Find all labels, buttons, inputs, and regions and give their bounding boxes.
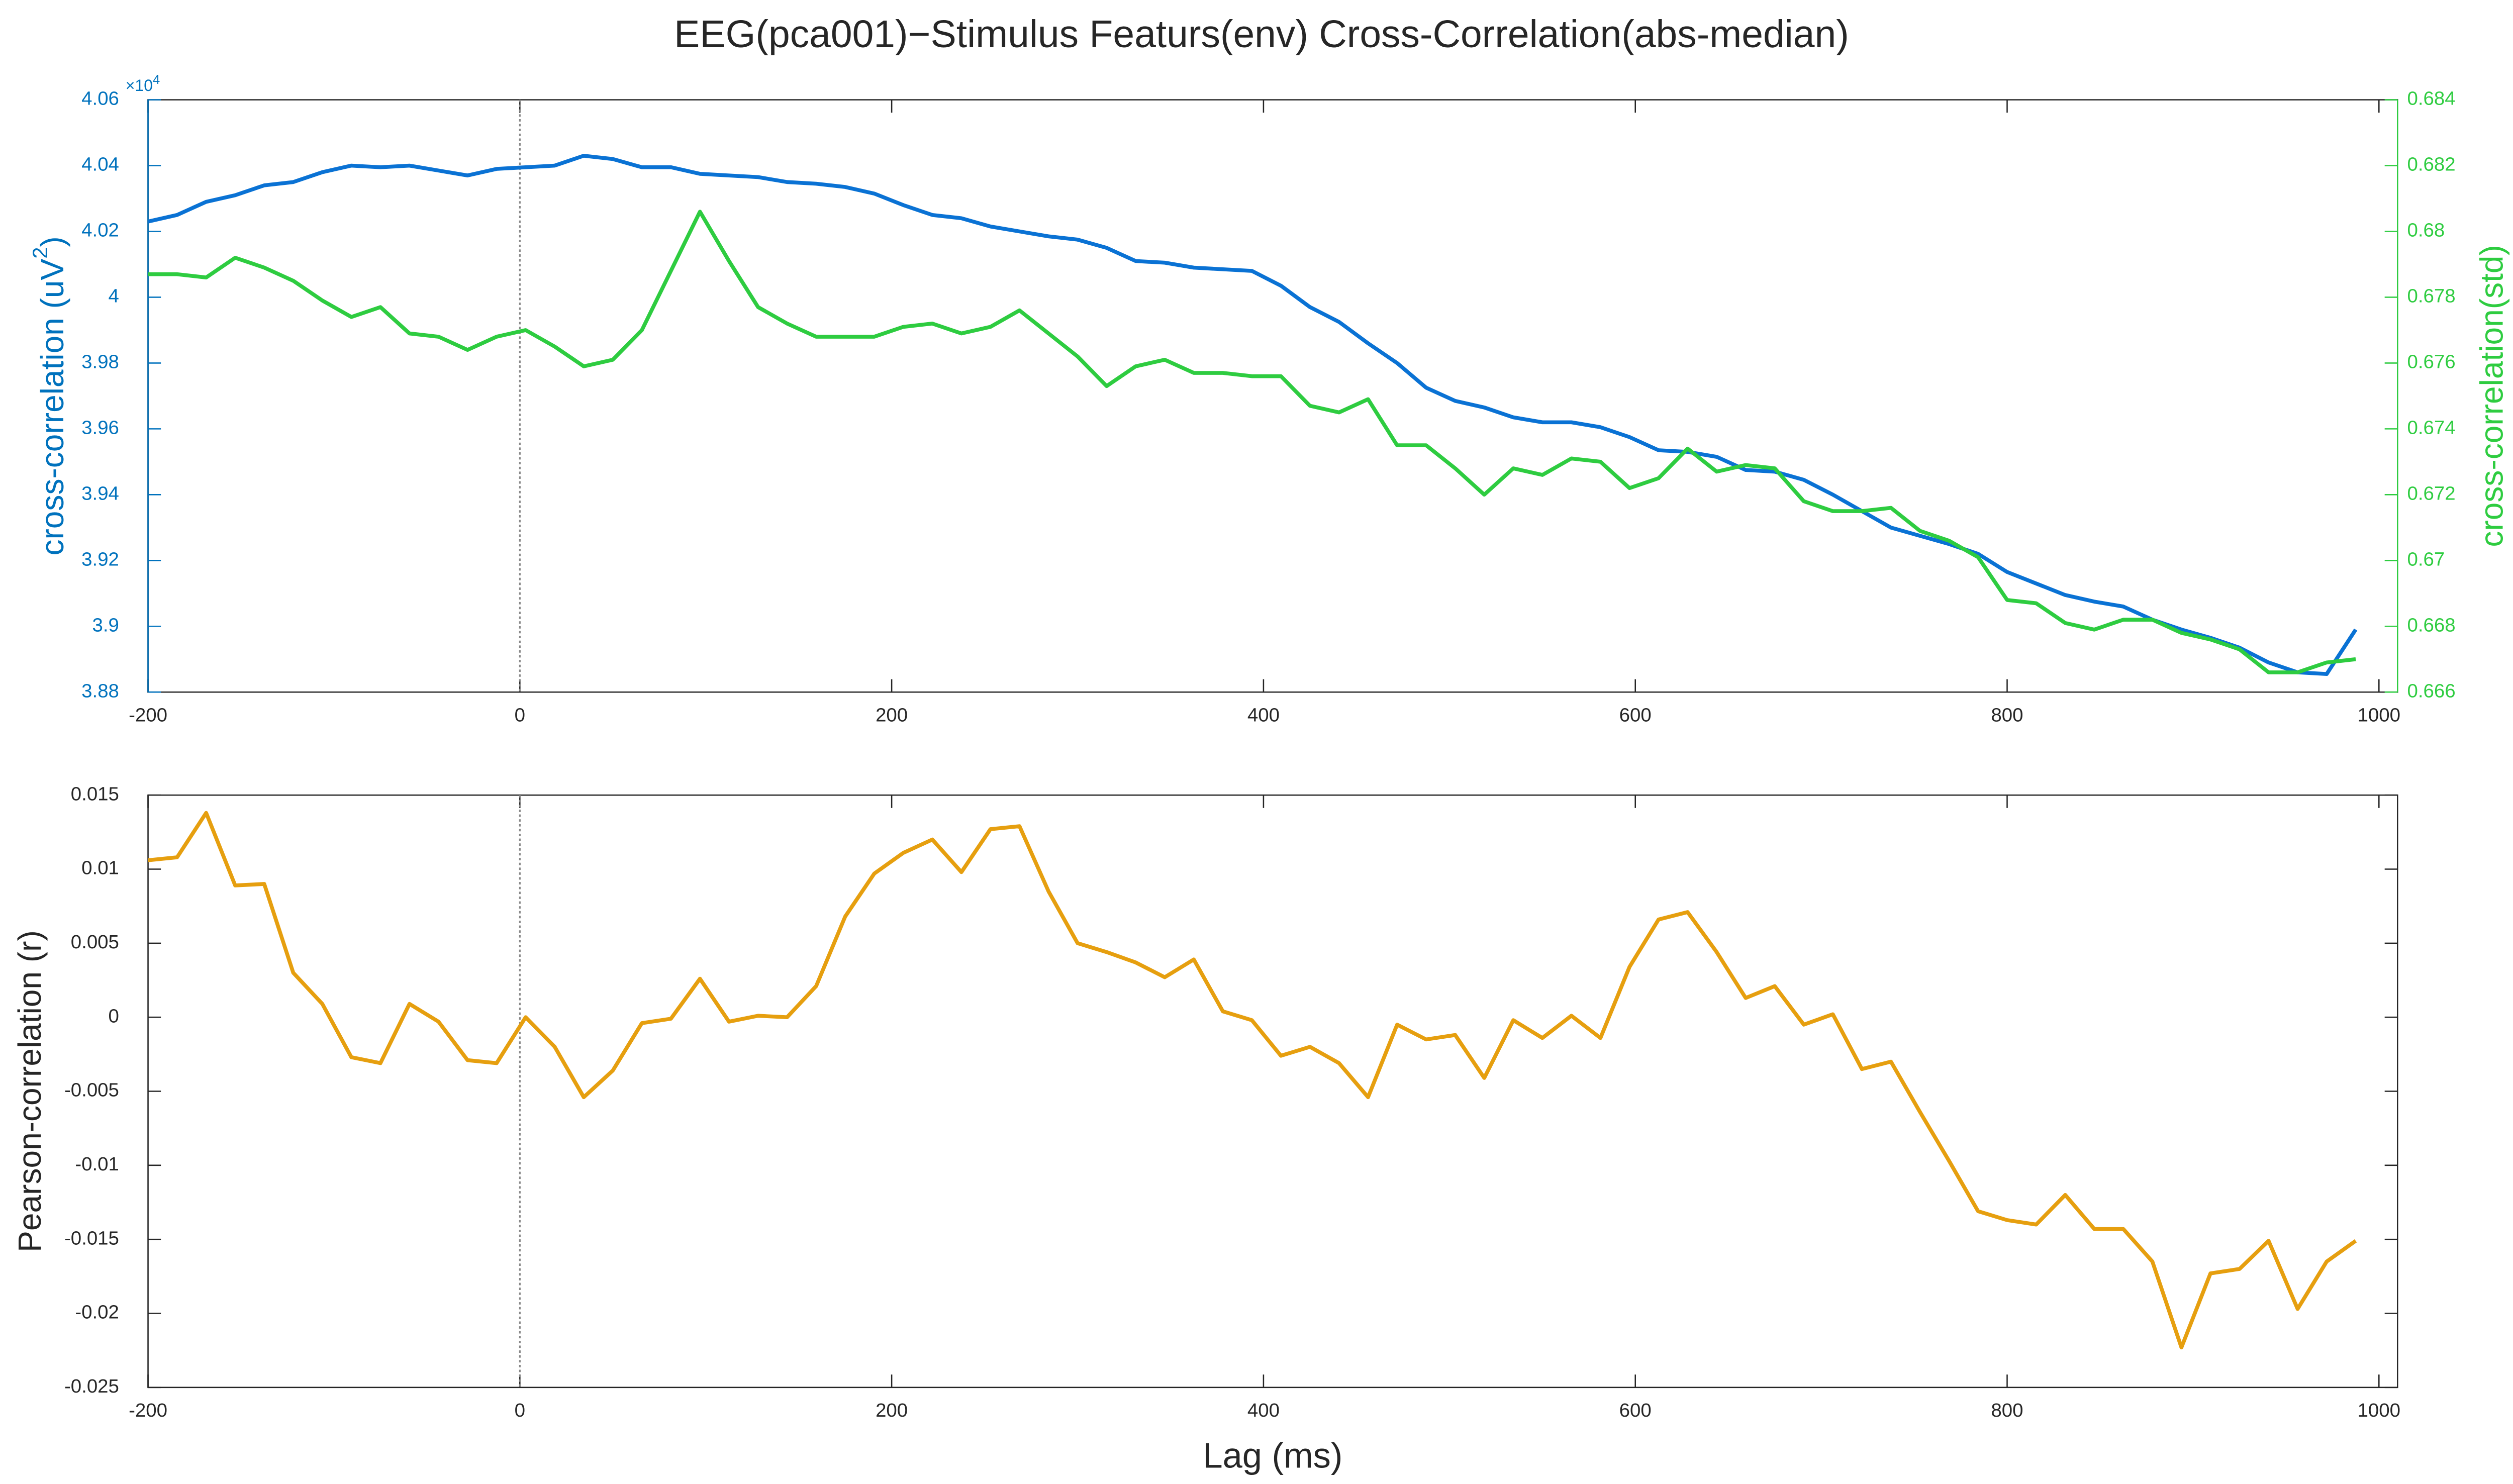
y-tick-label: -0.015 — [64, 1227, 119, 1249]
y-axis-label-sup: 2 — [28, 247, 52, 259]
y-tick-label: 0.01 — [81, 857, 119, 879]
x-tick-label: 1000 — [2358, 1400, 2400, 1421]
y-axis-label: cross-correlation (uV2) — [28, 236, 70, 555]
x-tick-label: 800 — [1991, 1400, 2023, 1421]
x-tick-label: 400 — [1247, 704, 1280, 726]
x-tick-label: 400 — [1247, 1400, 1280, 1421]
y2-tick-label: 0.68 — [2407, 220, 2445, 241]
y2-tick-label: 0.672 — [2407, 482, 2455, 504]
line-series — [148, 811, 2357, 1350]
y-tick-label: 3.92 — [81, 548, 119, 570]
x-tick-label: 0 — [515, 704, 525, 726]
y-tick-label: 4 — [109, 285, 119, 307]
y2-tick-label: 0.676 — [2407, 351, 2455, 373]
x-tick-label: 600 — [1619, 1400, 1652, 1421]
y-multiplier: ×104 — [126, 73, 160, 95]
x-tick-label: 0 — [515, 1400, 525, 1421]
x-tick-label: 200 — [876, 704, 908, 726]
y-axis-label-end: ) — [34, 236, 70, 247]
y-tick-label: 0 — [109, 1005, 119, 1027]
line-series — [147, 154, 2358, 676]
y-tick-label: 0.015 — [71, 783, 119, 805]
y-tick-label: -0.01 — [75, 1153, 119, 1175]
figure-title: EEG(pca001)−Stimulus Featurs(env) Cross-… — [674, 13, 1849, 56]
y-multiplier-exp: 4 — [153, 73, 160, 87]
y2-tick-label: 0.684 — [2407, 88, 2455, 110]
y-tick-label: 3.9 — [92, 614, 119, 636]
y2-tick-label: 0.678 — [2407, 285, 2455, 307]
plot-frame — [147, 794, 2398, 1389]
x-axis-label: Lag (ms) — [1203, 1435, 1342, 1475]
y-tick-label: 3.96 — [81, 417, 119, 439]
y-tick-label: 3.88 — [81, 680, 119, 702]
y-axis-label-text: Pearson-correlation (r) — [12, 930, 48, 1252]
x-tick-label: 200 — [876, 1400, 908, 1421]
x-tick-label: -200 — [129, 704, 167, 726]
plot-frame — [147, 99, 2398, 693]
y2-tick-label: 0.67 — [2407, 548, 2445, 570]
y-tick-label: 0.005 — [71, 931, 119, 953]
x-tick-label: 600 — [1619, 704, 1652, 726]
y2-axis-label: cross-correlation(std) — [2473, 245, 2509, 547]
y-tick-label: -0.02 — [75, 1302, 119, 1323]
y2-tick-label: 0.666 — [2407, 680, 2455, 702]
y2-tick-label: 0.682 — [2407, 154, 2455, 175]
x-tick-label: 800 — [1991, 704, 2023, 726]
y-tick-label: 4.02 — [81, 220, 119, 241]
y2-tick-label: 0.668 — [2407, 614, 2455, 636]
y-tick-label: 3.98 — [81, 351, 119, 373]
x-tick-label: 1000 — [2358, 704, 2400, 726]
y-multiplier-base: ×10 — [126, 76, 153, 94]
x-tick-label: -200 — [129, 1400, 167, 1421]
y-tick-label: 4.04 — [81, 154, 119, 175]
y-tick-label: 3.94 — [81, 482, 119, 504]
y-axis-label: Pearson-correlation (r) — [12, 930, 48, 1252]
line-series — [148, 210, 2356, 674]
y-axis-label-text: cross-correlation (uV — [34, 258, 70, 555]
y-tick-label: 4.06 — [81, 88, 119, 110]
y-tick-label: -0.025 — [64, 1375, 119, 1397]
y-tick-label: -0.005 — [64, 1079, 119, 1101]
y2-tick-label: 0.674 — [2407, 417, 2455, 439]
